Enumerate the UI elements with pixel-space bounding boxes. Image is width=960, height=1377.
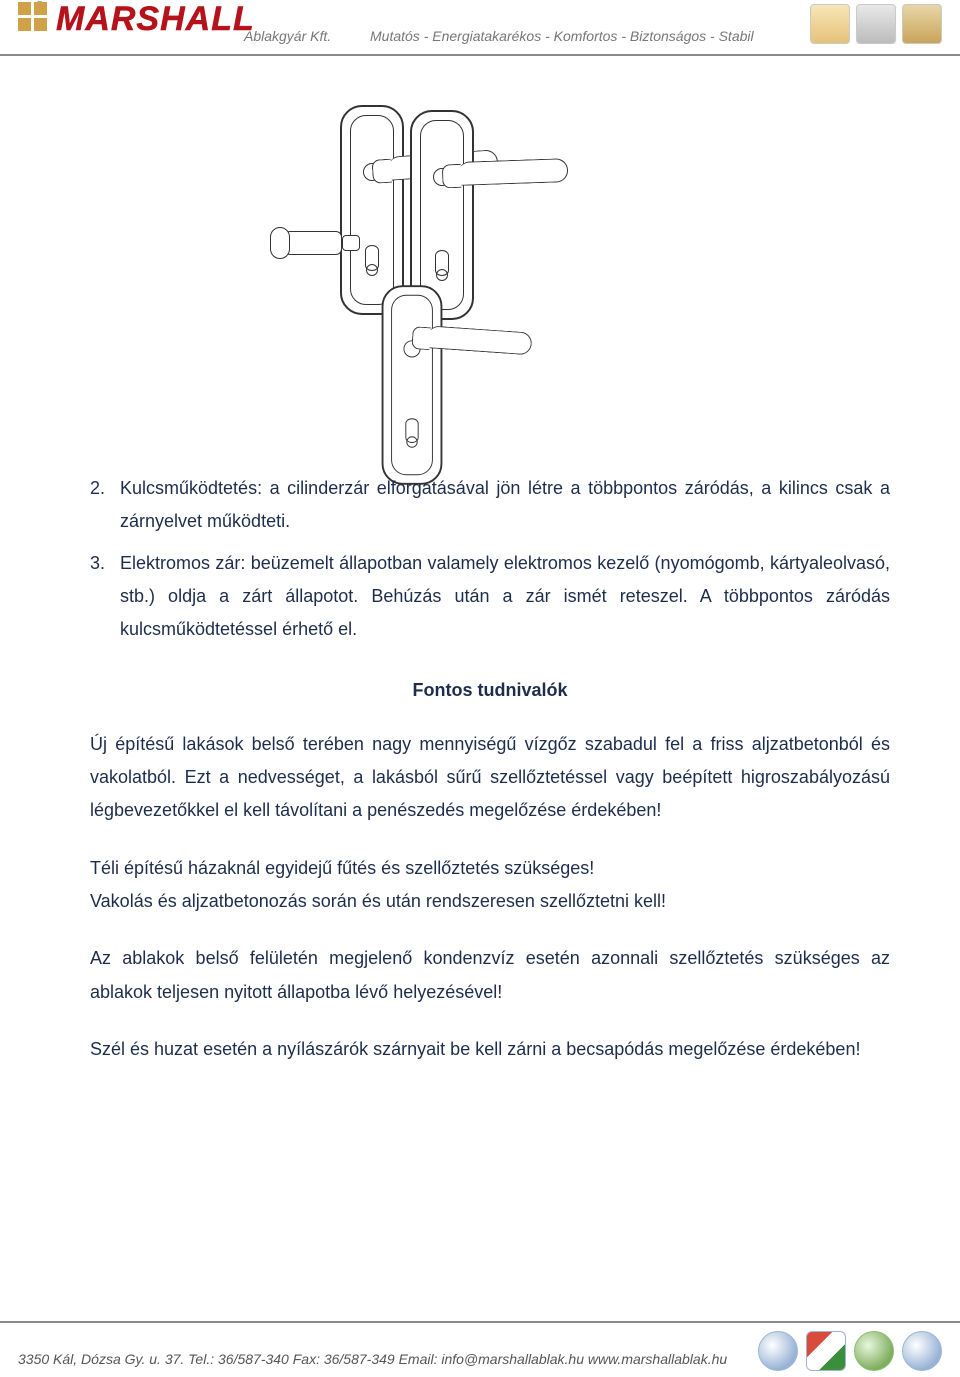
page-footer: 3350 Kál, Dózsa Gy. u. 37. Tel.: 36/587-… bbox=[0, 1321, 960, 1377]
section-title: Fontos tudnivalók bbox=[90, 674, 890, 707]
page-header: ® MARSHALL Ablakgyár Kft. Mutatós - Ener… bbox=[0, 0, 960, 56]
page: ® MARSHALL Ablakgyár Kft. Mutatós - Ener… bbox=[0, 0, 960, 1377]
brand-subtitle: Ablakgyár Kft. bbox=[244, 28, 331, 44]
header-badge-icon bbox=[810, 4, 850, 44]
paragraph-line: Vakolás és aljzatbetonozás során és után… bbox=[90, 885, 890, 918]
footer-badges bbox=[758, 1331, 942, 1371]
cert-badge-icon bbox=[854, 1331, 894, 1371]
handle-plate-icon bbox=[340, 105, 404, 315]
header-badge-icon bbox=[856, 4, 896, 44]
footer-contact-text: 3350 Kál, Dózsa Gy. u. 37. Tel.: 36/587-… bbox=[18, 1351, 740, 1367]
paragraph: Szél és huzat esetén a nyílászárók szárn… bbox=[90, 1033, 890, 1066]
brand-tagline: Mutatós - Energiatakarékos - Komfortos -… bbox=[370, 28, 750, 44]
list-text: Elektromos zár: beüzemelt állapotban val… bbox=[120, 547, 890, 647]
paragraph-group: Téli építésű házaknál egyidejű fűtés és … bbox=[90, 852, 890, 919]
cert-badge-icon bbox=[902, 1331, 942, 1371]
handle-plate-icon bbox=[382, 285, 443, 485]
list-item: 2. Kulcsműködtetés: a cilinderzár elforg… bbox=[90, 472, 890, 539]
lock-cylinder-icon bbox=[270, 225, 356, 261]
brand-name: MARSHALL bbox=[56, 2, 255, 36]
list-number: 2. bbox=[90, 472, 120, 539]
header-badges bbox=[810, 4, 942, 44]
list-text: Kulcsműködtetés: a cilinderzár elforgatá… bbox=[120, 472, 890, 539]
document-body: 2. Kulcsműködtetés: a cilinderzár elforg… bbox=[90, 472, 890, 1090]
paragraph: Új építésű lakások belső terében nagy me… bbox=[90, 728, 890, 828]
cert-badge-icon bbox=[758, 1331, 798, 1371]
list-item: 3. Elektromos zár: beüzemelt állapotban … bbox=[90, 547, 890, 647]
paragraph: Az ablakok belső felületén megjelenő kon… bbox=[90, 942, 890, 1009]
header-badge-icon bbox=[902, 4, 942, 44]
logo-squares-icon bbox=[18, 2, 50, 34]
brand-logo: ® MARSHALL bbox=[18, 2, 255, 36]
list-number: 3. bbox=[90, 547, 120, 647]
cert-badge-icon bbox=[806, 1331, 846, 1371]
door-handle-diagram bbox=[270, 105, 620, 445]
paragraph-line: Téli építésű házaknál egyidejű fűtés és … bbox=[90, 852, 890, 885]
